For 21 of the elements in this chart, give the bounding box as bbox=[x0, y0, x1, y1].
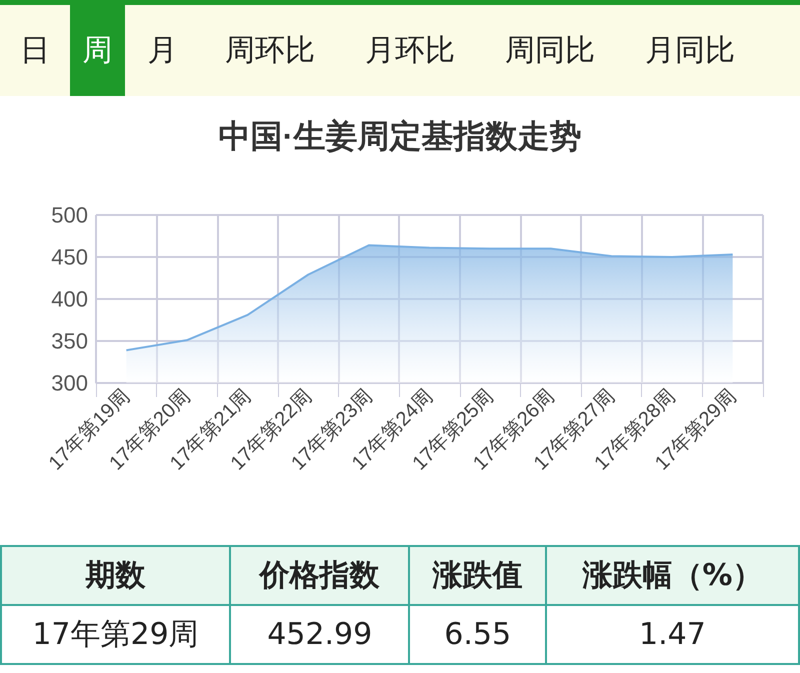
chart-title: 中国·生姜周定基指数走势 bbox=[218, 118, 582, 154]
text: 月环比 bbox=[340, 5, 480, 96]
text: 17年第29周 bbox=[1, 605, 230, 664]
y-tick-label: 350 bbox=[51, 328, 88, 354]
y-tick-label: 400 bbox=[51, 286, 88, 312]
text: 1.47 bbox=[546, 605, 799, 664]
y-tick-label: 450 bbox=[51, 244, 88, 270]
text: 月同比 bbox=[620, 5, 760, 96]
text: 周环比 bbox=[200, 5, 340, 96]
text: 期数 bbox=[1, 546, 230, 605]
text: 周同比 bbox=[480, 5, 620, 96]
text: 6.55 bbox=[409, 605, 546, 664]
text: 月 bbox=[125, 5, 200, 96]
text: 日 bbox=[0, 5, 70, 96]
y-tick-label: 500 bbox=[51, 202, 88, 228]
text: 价格指数 bbox=[230, 546, 410, 605]
text: 涨跌幅（%） bbox=[546, 546, 799, 605]
text: 涨跌值 bbox=[409, 546, 546, 605]
y-tick-label: 300 bbox=[51, 370, 88, 396]
text: 周 bbox=[70, 5, 125, 96]
text: 452.99 bbox=[230, 605, 410, 664]
